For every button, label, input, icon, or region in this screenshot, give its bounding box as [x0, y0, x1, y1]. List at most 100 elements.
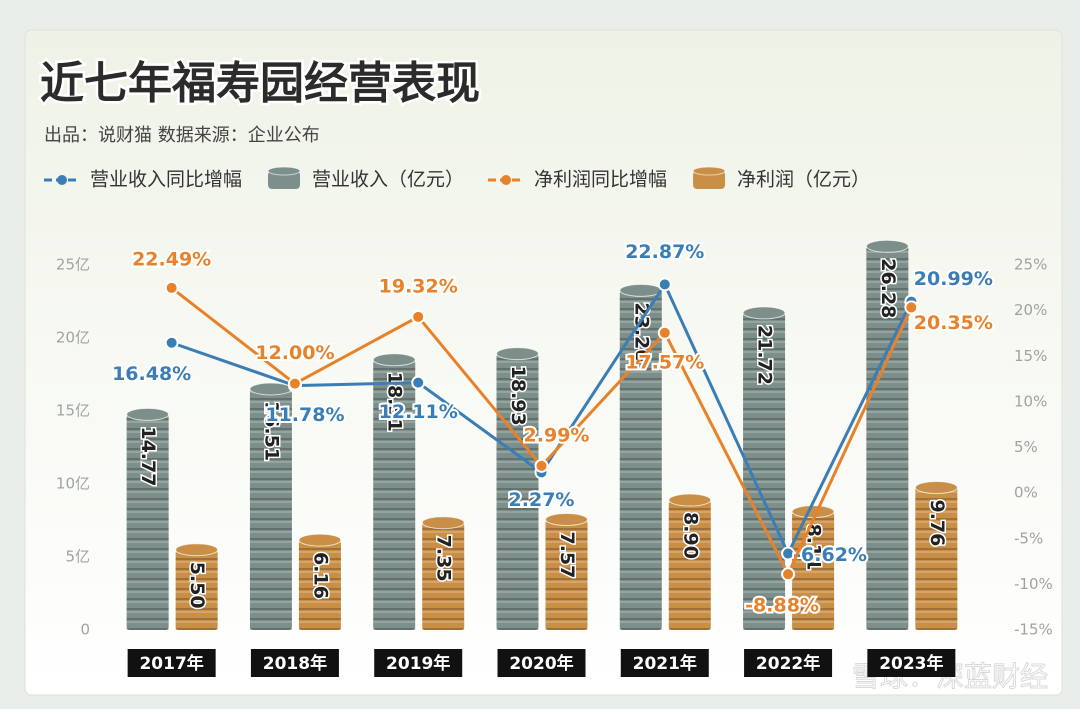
- x-label-bg: [744, 649, 833, 677]
- bar-value-label: 14.77: [137, 426, 159, 486]
- bar-value-label: 18.51: [384, 372, 406, 432]
- y2-tick-label: -10%: [1014, 575, 1053, 593]
- y2-tick-label: 25%: [1014, 256, 1047, 274]
- point-label: 17.57%: [625, 351, 704, 373]
- y-tick-label: 15亿: [56, 402, 90, 420]
- y-tick-label: 25亿: [56, 256, 90, 274]
- line-point: [411, 309, 426, 324]
- bar-stripes: [422, 522, 465, 630]
- legend-dot: [501, 175, 512, 185]
- line-point: [164, 280, 179, 295]
- bar-value-label: 8.11: [803, 524, 825, 571]
- bar-stripes: [619, 290, 662, 630]
- legend-label: 营业收入同比增幅: [90, 169, 242, 191]
- chart-title: 近七年福寿园经营表现: [40, 58, 480, 109]
- x-label-bg: [250, 649, 339, 677]
- bar-stripes: [298, 540, 341, 630]
- point-label: 22.87%: [625, 241, 704, 263]
- bar-stripes: [866, 246, 909, 630]
- bar-value-label: 26.28: [877, 258, 899, 318]
- point-label: 19.32%: [379, 275, 458, 297]
- bar-value-label: 16.51: [260, 401, 282, 461]
- point-label: 20.35%: [914, 312, 993, 334]
- legend-coin: [268, 171, 301, 189]
- y2-tick-label: 5%: [1014, 438, 1038, 456]
- bar-stripes: [175, 549, 218, 630]
- bar-top: [668, 493, 712, 507]
- y2-tick-label: 0%: [1014, 484, 1038, 502]
- legend-label: 净利润同比增幅: [534, 169, 667, 191]
- bar-value-label: 7.57: [556, 531, 578, 578]
- line-point: [164, 335, 179, 350]
- bar-top: [619, 283, 663, 297]
- line-point: [534, 458, 549, 473]
- y2-tick-label: 10%: [1014, 392, 1047, 410]
- y2-tick-label: 20%: [1014, 301, 1047, 319]
- x-tick-label: 2017年: [139, 653, 203, 674]
- bar-stripes: [668, 500, 711, 630]
- point-label: 12.00%: [255, 342, 334, 364]
- bar-value-label: 8.90: [679, 512, 701, 559]
- x-label-bg: [620, 649, 709, 677]
- bar-stripes: [249, 388, 292, 630]
- point-label: 2.99%: [524, 424, 590, 446]
- point-label: -8.88%: [745, 595, 819, 617]
- y2-tick-label: 15%: [1014, 347, 1047, 365]
- line-point: [657, 277, 672, 292]
- line-point: [781, 567, 796, 582]
- legend-coin-top: [692, 166, 726, 176]
- point-label: 22.49%: [132, 248, 211, 270]
- bar-value-label: 5.50: [186, 562, 208, 609]
- x-tick-label: 2018年: [263, 653, 327, 674]
- bar-top: [742, 306, 786, 320]
- point-label: 12.11%: [379, 401, 458, 423]
- x-label-bg: [374, 649, 463, 677]
- bar-top: [126, 407, 170, 421]
- line-point: [411, 375, 426, 390]
- bar-stripes: [545, 519, 588, 630]
- y2-tick-label: -5%: [1014, 529, 1043, 547]
- bar-value-label: 9.76: [926, 500, 948, 547]
- x-tick-label: 2019年: [386, 653, 450, 674]
- line-point: [657, 325, 672, 340]
- bar-value-label: 21.72: [754, 325, 776, 385]
- line-point: [287, 376, 302, 391]
- bar-top: [496, 347, 539, 361]
- point-label: 2.27%: [509, 489, 575, 511]
- bar-top: [175, 543, 219, 557]
- x-tick-label: 2020年: [509, 653, 573, 674]
- bar-value-label: 7.35: [433, 535, 455, 582]
- x-label-bg: [497, 649, 586, 677]
- point-label: -6.62%: [793, 544, 867, 566]
- point-label: 20.99%: [914, 268, 993, 290]
- legend-coin: [693, 171, 726, 189]
- y-tick-label: 5亿: [65, 548, 90, 566]
- bar-stripes: [373, 359, 416, 630]
- y-tick-label: 10亿: [56, 475, 90, 493]
- bar-stripes: [126, 414, 169, 630]
- subtitle: 出品：说财猫 数据来源：企业公布: [44, 125, 320, 146]
- bar-value-label: 6.16: [309, 552, 331, 599]
- x-label-bg: [127, 649, 216, 677]
- legend-label: 营业收入（亿元）: [312, 169, 464, 191]
- x-tick-label: 2021年: [633, 653, 697, 674]
- x-tick-label: 2022年: [756, 653, 820, 674]
- point-label: 16.48%: [112, 363, 191, 385]
- bar-stripes: [915, 487, 958, 630]
- legend-coin-top: [267, 166, 301, 176]
- line-point: [904, 300, 919, 315]
- bar-top: [791, 505, 835, 519]
- bar-stripes: [496, 353, 539, 630]
- bar-value-label: 18.93: [507, 366, 529, 426]
- bar-top: [249, 382, 293, 396]
- legend-dot: [57, 175, 67, 185]
- bar-top: [914, 481, 958, 495]
- x-tick-label: 2023年: [879, 653, 943, 674]
- bar-top: [372, 353, 416, 367]
- y2-tick-label: -15%: [1014, 621, 1053, 639]
- point-label: 11.78%: [265, 404, 344, 426]
- line-point: [781, 546, 796, 561]
- y-tick-label: 20亿: [56, 329, 90, 347]
- legend-label: 净利润（亿元）: [737, 169, 870, 191]
